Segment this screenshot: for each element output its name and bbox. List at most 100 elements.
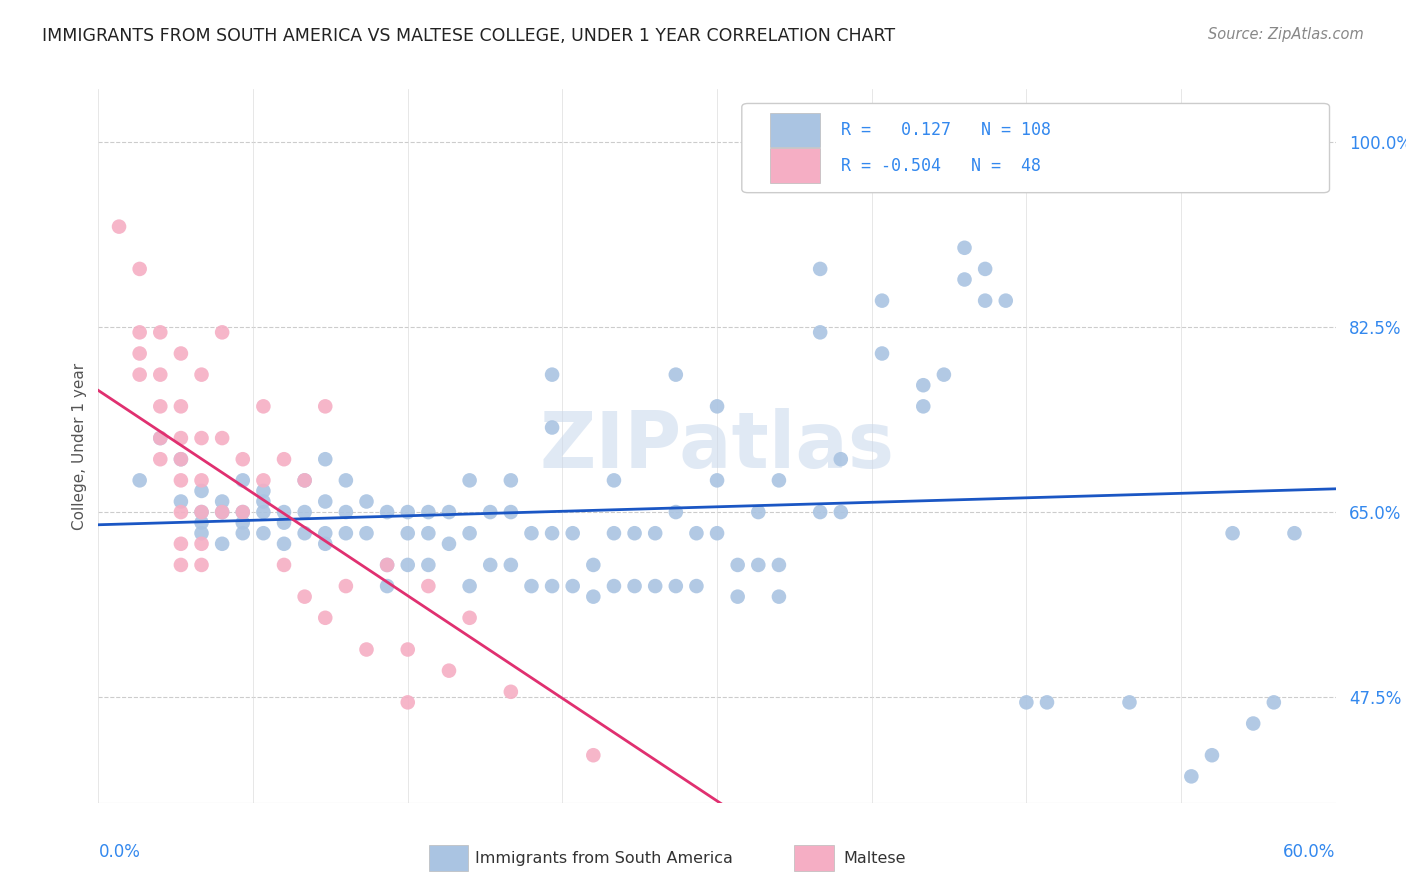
Point [128, 261, 150, 276]
Point [418, 526, 440, 541]
Point [644, 579, 666, 593]
Point [252, 400, 274, 414]
Point [582, 748, 605, 763]
Point [870, 346, 893, 360]
Text: R = -0.504   N =  48: R = -0.504 N = 48 [841, 157, 1040, 175]
Point [437, 664, 460, 678]
Point [768, 590, 790, 604]
Point [170, 431, 193, 445]
Point [808, 505, 831, 519]
Y-axis label: College, Under 1 year: College, Under 1 year [72, 362, 87, 530]
Point [335, 526, 357, 541]
Point [314, 452, 336, 467]
Point [375, 505, 398, 519]
Point [294, 474, 316, 488]
Point [706, 822, 728, 837]
Point [190, 558, 212, 572]
Point [190, 537, 212, 551]
Point [747, 505, 769, 519]
Point [561, 579, 583, 593]
Point [273, 505, 295, 519]
Point [211, 505, 233, 519]
Point [190, 368, 212, 382]
Point [830, 452, 852, 467]
Point [375, 579, 398, 593]
Point [149, 400, 172, 414]
Point [768, 558, 790, 572]
Point [479, 505, 502, 519]
Point [396, 526, 419, 541]
Point [1036, 695, 1059, 709]
Point [479, 558, 502, 572]
Point [170, 494, 193, 508]
Point [437, 505, 460, 519]
Point [808, 261, 831, 276]
Point [418, 579, 440, 593]
Point [314, 537, 336, 551]
Point [685, 579, 707, 593]
Point [149, 368, 172, 382]
Point [211, 505, 233, 519]
Point [211, 494, 233, 508]
Point [623, 526, 645, 541]
Point [356, 494, 378, 508]
Point [706, 474, 728, 488]
Point [437, 537, 460, 551]
Text: 60.0%: 60.0% [1284, 843, 1336, 861]
Point [170, 474, 193, 488]
Point [520, 526, 543, 541]
Point [170, 452, 193, 467]
Point [190, 505, 212, 519]
Point [685, 526, 707, 541]
Point [623, 579, 645, 593]
Point [314, 494, 336, 508]
Point [1118, 695, 1140, 709]
Point [603, 526, 626, 541]
Point [252, 483, 274, 498]
Point [375, 558, 398, 572]
Point [706, 526, 728, 541]
Point [252, 494, 274, 508]
Point [665, 505, 688, 519]
Point [953, 241, 976, 255]
Point [294, 474, 316, 488]
Point [994, 293, 1017, 308]
Point [252, 526, 274, 541]
Point [356, 642, 378, 657]
Point [974, 293, 997, 308]
Point [211, 431, 233, 445]
Point [665, 579, 688, 593]
Point [149, 452, 172, 467]
Point [252, 505, 274, 519]
Point [1284, 526, 1306, 541]
Point [170, 505, 193, 519]
FancyBboxPatch shape [742, 103, 1330, 193]
Point [499, 685, 522, 699]
Point [170, 452, 193, 467]
Point [1201, 748, 1223, 763]
Point [1222, 526, 1244, 541]
Point [108, 219, 131, 234]
Point [375, 558, 398, 572]
Point [458, 474, 481, 488]
Text: ZIPatlas: ZIPatlas [540, 408, 894, 484]
Point [1015, 695, 1038, 709]
Point [190, 431, 212, 445]
Point [499, 474, 522, 488]
Point [149, 431, 172, 445]
Point [232, 505, 254, 519]
Text: 0.0%: 0.0% [98, 843, 141, 861]
Point [335, 579, 357, 593]
Point [932, 368, 955, 382]
Point [232, 505, 254, 519]
Point [170, 537, 193, 551]
Point [830, 505, 852, 519]
Point [499, 505, 522, 519]
Point [396, 505, 419, 519]
Point [520, 579, 543, 593]
Point [232, 516, 254, 530]
Point [252, 474, 274, 488]
Point [190, 474, 212, 488]
Point [727, 558, 749, 572]
Bar [770, 112, 820, 147]
